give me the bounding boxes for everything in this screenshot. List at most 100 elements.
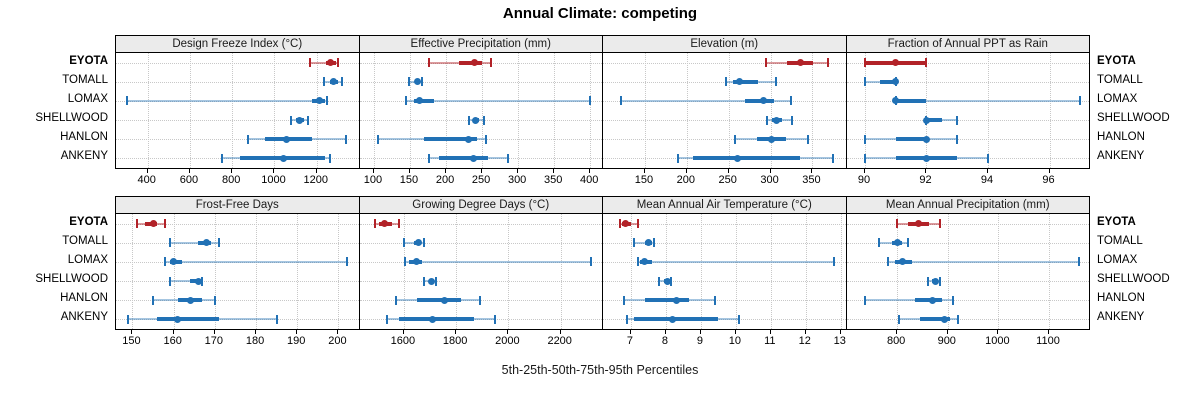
cap-95th-shellwood (939, 276, 942, 286)
median-dot-lomax (170, 258, 178, 266)
panel-axis-frost-free-days: 150 160 170 180 190 200 (115, 330, 360, 352)
tick-400 (146, 169, 148, 173)
tick-200 (685, 169, 687, 173)
cap-5th-hanlon (863, 134, 866, 144)
cap-5th-eyota (619, 219, 622, 229)
median-dot-ankeny (940, 315, 948, 323)
median-dot-eyota (149, 220, 157, 228)
cap-5th-hanlon (152, 295, 155, 305)
cap-95th-hanlon (951, 295, 954, 305)
cap-5th-ankeny (676, 153, 679, 163)
tick-label-2200: 2200 (547, 335, 572, 347)
gridline-x-350 (554, 53, 556, 168)
gridline-y-eyota (359, 223, 602, 225)
site-label-left-lomax: LOMAX (67, 253, 108, 266)
tick-1000 (273, 169, 275, 173)
gridline-y-eyota (603, 62, 846, 64)
cap-95th-hanlon (713, 295, 716, 305)
panel-header-effective-precipitation-mm-: Effective Precipitation (mm) (358, 35, 603, 53)
median-dot-eyota (914, 220, 922, 228)
cap-5th-eyota (765, 58, 768, 68)
tick-label-1600: 1600 (390, 335, 416, 347)
site-label-right-eyota: EYOTA (1097, 54, 1136, 67)
cap-95th-hanlon (478, 295, 481, 305)
site-labels-right: EYOTA TOMALL LOMAX SHELLWOOD HANLON ANKENY (1090, 35, 1200, 191)
gridline-x-8 (665, 214, 667, 329)
site-label-left-eyota: EYOTA (69, 54, 108, 67)
cap-5th-ankeny (897, 314, 900, 324)
gridline-x-400 (147, 53, 149, 168)
trellis-row-bottom: EYOTA TOMALL LOMAX SHELLWOOD HANLON ANKENY Fro… (0, 196, 1200, 352)
gridline-y-tomall (603, 242, 846, 244)
gridline-y-shellwood (603, 281, 846, 283)
cap-5th-ankeny (427, 153, 430, 163)
panel-mean-annual-air-temperature-c-: Mean Annual Air Temperature (°C) 7 8 9 10 11 1… (602, 196, 847, 352)
tick-800 (896, 330, 898, 334)
panel-plot-frost-free-days (115, 214, 360, 330)
cap-5th-tomall (322, 77, 325, 87)
gridline-y-tomall (359, 242, 602, 244)
tick-200 (337, 330, 339, 334)
cap-95th-ankeny (738, 314, 741, 324)
chart-title: Annual Climate: competing (502, 5, 698, 22)
cap-95th-shellwood (956, 115, 959, 125)
cap-5th-shellwood (289, 115, 292, 125)
cap-95th-eyota (939, 219, 942, 229)
tick-label-600: 600 (179, 174, 199, 186)
cap-5th-shellwood (422, 276, 425, 286)
median-dot-eyota (622, 220, 630, 228)
cap-95th-shellwood (307, 115, 310, 125)
cap-5th-hanlon (864, 295, 867, 305)
gridline-x-600 (189, 53, 191, 168)
cap-5th-tomall (633, 238, 636, 248)
cap-95th-ankeny (507, 153, 510, 163)
trellis-row-top: EYOTA TOMALL LOMAX SHELLWOOD HANLON ANKENY Des… (0, 35, 1200, 191)
gridline-x-200 (446, 53, 448, 168)
gridline-y-shellwood (846, 281, 1089, 283)
gridline-y-lomax (603, 261, 846, 263)
whisker-25-75-lomax (413, 98, 434, 103)
median-dot-shellwood (194, 277, 202, 285)
gridline-y-lomax (603, 100, 846, 102)
panel-header-frost-free-days: Frost-Free Days (115, 196, 360, 214)
cap-5th-eyota (309, 58, 312, 68)
median-dot-hanlon (186, 296, 194, 304)
site-label-left-shellwood: SHELLWOOD (35, 112, 108, 125)
gridline-y-hanlon (116, 300, 359, 302)
gridline-y-eyota (116, 223, 359, 225)
median-dot-eyota (892, 59, 900, 67)
cap-5th-hanlon (622, 295, 625, 305)
cap-5th-shellwood (468, 115, 471, 125)
panel-mean-annual-precipitation-mm-: Mean Annual Precipitation (mm) 800 900 1000… (845, 196, 1091, 352)
median-dot-lomax (415, 97, 423, 105)
cap-5th-hanlon (734, 134, 737, 144)
tick-2200 (559, 330, 561, 334)
gridline-x-11 (770, 214, 772, 329)
gridline-y-shellwood (846, 120, 1089, 122)
median-dot-hanlon (283, 135, 291, 143)
cap-95th-tomall (652, 238, 655, 248)
site-label-right-shellwood: SHELLWOOD (1097, 273, 1170, 286)
tick-94 (986, 169, 988, 173)
median-dot-eyota (797, 59, 805, 67)
gridline-y-shellwood (359, 120, 602, 122)
site-label-right-ankeny: ANKENY (1097, 150, 1145, 163)
cap-95th-shellwood (483, 115, 486, 125)
whisker-25-75-shellwood (926, 118, 942, 123)
cap-5th-tomall (408, 77, 411, 87)
cap-5th-lomax (887, 257, 889, 267)
tick-label-250: 250 (718, 174, 737, 186)
median-dot-ankeny (469, 154, 477, 162)
tick-100 (372, 169, 374, 173)
gridline-x-1000 (998, 214, 1000, 329)
cap-95th-ankeny (986, 153, 989, 163)
cap-5th-eyota (896, 219, 899, 229)
cap-5th-eyota (863, 58, 866, 68)
tick-13 (839, 330, 841, 334)
tick-label-350: 350 (544, 174, 563, 186)
cap-5th-hanlon (394, 295, 397, 305)
median-dot-ankeny (174, 315, 182, 323)
cap-95th-lomax (589, 257, 592, 267)
panel-axis-mean-annual-precipitation-mm-: 800 900 1000 1100 (846, 330, 1091, 352)
site-label-left-hanlon: HANLON (60, 131, 108, 144)
